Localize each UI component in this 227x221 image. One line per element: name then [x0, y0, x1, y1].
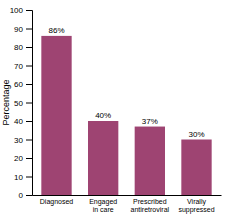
- tick-label: Engagedin care: [89, 198, 117, 213]
- tick-label: 0: [19, 191, 24, 200]
- x-tick: Virallysuppressed: [178, 198, 214, 214]
- y-tick: 20: [14, 154, 32, 163]
- tick-label: Diagnosed: [40, 198, 74, 206]
- tick-label: Virallysuppressed: [178, 198, 214, 214]
- y-tick: 0: [19, 191, 32, 200]
- tick-mark: [26, 195, 32, 196]
- tick-label: 60: [14, 80, 23, 89]
- tick-label: Prescribedantiretroviral: [131, 198, 170, 213]
- data-labels: 86% 40% 37% 30%: [48, 26, 204, 139]
- x-axis: Diagnosed Engagedin care Prescribedantiret…: [33, 196, 222, 214]
- tick-mark: [26, 177, 32, 178]
- y-tick: 30: [14, 136, 32, 145]
- y-axis: 0 10 20 30 40 50 60 70 80 90 100: [10, 6, 33, 200]
- axis-line: [33, 195, 222, 196]
- tick-mark: [26, 84, 32, 85]
- tick-label: 90: [14, 25, 23, 34]
- tick-label: 10: [14, 173, 23, 182]
- tick-mark: [26, 103, 32, 104]
- bars: [41, 36, 211, 195]
- tick-label: 30: [14, 136, 23, 145]
- tick-label-line: in care: [93, 206, 114, 213]
- x-tick: Prescribedantiretroviral: [131, 198, 170, 213]
- axis-line: [26, 11, 33, 196]
- y-tick: 100: [10, 6, 32, 15]
- y-tick: 40: [14, 117, 32, 126]
- x-tick: Diagnosed: [40, 198, 74, 206]
- tick-label: 20: [14, 154, 23, 163]
- x-tick: Engagedin care: [89, 198, 117, 213]
- bar: [181, 140, 211, 196]
- bar: [41, 36, 71, 195]
- y-tick: 60: [14, 80, 32, 89]
- plot-area: 0 10 20 30 40 50 60 70 80 90 100 Diagnosed Engagedin…: [10, 6, 222, 214]
- bar: [135, 127, 165, 195]
- data-label: 40%: [95, 111, 111, 120]
- data-label: 86%: [48, 26, 64, 35]
- y-tick: 80: [14, 43, 32, 52]
- tick-label-line: Diagnosed: [40, 198, 74, 206]
- y-tick: 70: [14, 62, 32, 71]
- tick-mark: [26, 158, 32, 159]
- tick-label: 40: [14, 117, 23, 126]
- y-tick: 10: [14, 173, 32, 182]
- data-label: 30%: [188, 130, 204, 139]
- tick-label: 50: [14, 99, 23, 108]
- chart-container: 0 10 20 30 40 50 60 70 80 90 100 Diagnosed Engagedin…: [0, 0, 227, 221]
- tick-mark: [26, 66, 32, 67]
- tick-label: 80: [14, 43, 23, 52]
- y-axis-title: Percentage: [1, 79, 11, 125]
- chart-svg: 0 10 20 30 40 50 60 70 80 90 100 Diagnosed Engagedin…: [0, 0, 227, 221]
- tick-mark: [26, 121, 32, 122]
- tick-mark: [26, 10, 32, 11]
- y-tick: 50: [14, 99, 32, 108]
- tick-label-line: Prescribed: [133, 198, 167, 205]
- y-tick: 90: [14, 25, 32, 34]
- data-label: 37%: [142, 117, 158, 126]
- tick-label-line: antiretroviral: [131, 206, 170, 213]
- tick-mark: [26, 140, 32, 141]
- tick-label-line: suppressed: [178, 206, 214, 214]
- tick-mark: [26, 47, 32, 48]
- tick-mark: [26, 29, 32, 30]
- bar: [88, 121, 118, 195]
- tick-label: 70: [14, 62, 23, 71]
- tick-label: 100: [10, 6, 24, 15]
